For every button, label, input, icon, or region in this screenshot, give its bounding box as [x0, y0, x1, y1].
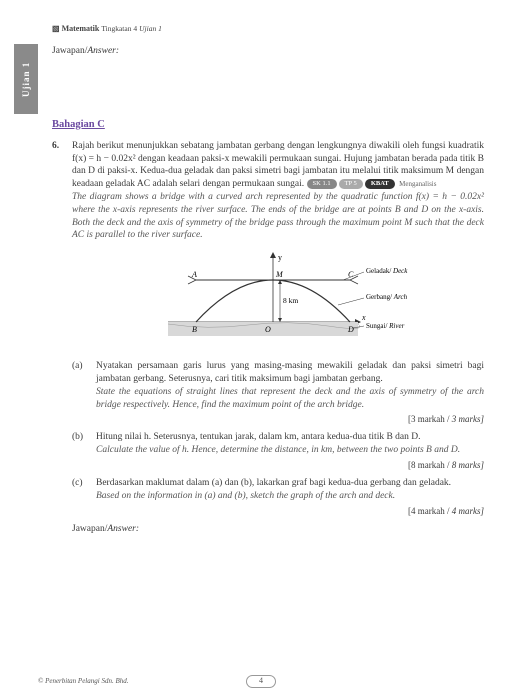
river-ms: Sungai/ [366, 322, 387, 330]
svg-text:Geladak/ Deck: Geladak/ Deck [366, 267, 408, 275]
question-6: 6. Rajah berikut menunjukkan sebatang ja… [52, 140, 484, 517]
part-c-ms: Berdasarkan maklumat dalam (a) dan (b), … [96, 478, 451, 488]
part-b: (b) Hitung nilai h. Seterusnya, tentukan… [72, 431, 484, 471]
height-label: 8 km [283, 296, 298, 305]
part-a-en: State the equations of straight lines th… [96, 386, 484, 412]
deck-en: Deck [392, 267, 408, 275]
tag-extra: Menganalisis [399, 180, 436, 188]
y-axis-label: y [278, 253, 282, 262]
page-number: 4 [246, 675, 276, 688]
point-o: O [265, 325, 271, 334]
part-a-label: (a) [72, 360, 90, 425]
answer-label-bottom: Jawapan/Answer: [72, 523, 484, 536]
river-en: River [388, 322, 404, 330]
q6-number: 6. [52, 140, 66, 517]
part-b-ms: Hitung nilai h. Seterusnya, tentukan jar… [96, 432, 421, 442]
point-a: A [191, 270, 197, 279]
point-b: B [192, 325, 197, 334]
header-unit: Ujian 1 [139, 24, 162, 33]
part-b-marks: [8 markah / 8 marks] [96, 459, 484, 471]
q6-body: Rajah berikut menunjukkan sebatang jamba… [72, 140, 484, 517]
tag-tp: TP 5 [339, 179, 363, 190]
svg-text:Sungai/ River: Sungai/ River [366, 322, 405, 330]
copyright: © Penerbitan Pelangi Sdn. Bhd. [38, 677, 128, 686]
part-a-ms: Nyatakan persamaan garis lurus yang masi… [96, 361, 484, 384]
page-footer: © Penerbitan Pelangi Sdn. Bhd. 4 [38, 677, 484, 686]
page-content: ▧ Matematik Tingkatan 4 Ujian 1 Jawapan/… [0, 0, 522, 700]
bridge-diagram: y x M A C B D O [72, 250, 484, 350]
deck-ms: Geladak/ [366, 267, 391, 275]
part-c: (c) Berdasarkan maklumat dalam (a) dan (… [72, 477, 484, 517]
point-m: M [275, 270, 284, 279]
arch-ms: Gerbang/ [366, 293, 392, 301]
part-b-label: (b) [72, 431, 90, 471]
q6-text-en: The diagram shows a bridge with a curved… [72, 191, 484, 242]
header-subject: Matematik [62, 24, 100, 33]
header-logo: ▧ [52, 24, 60, 33]
tag-kbat: KBAT [365, 179, 395, 190]
part-a-marks: [3 markah / 3 marks] [96, 413, 484, 425]
part-c-en: Based on the information in (a) and (b),… [96, 490, 484, 503]
answer-en: Answer: [87, 46, 119, 56]
part-c-label: (c) [72, 477, 90, 517]
svg-text:Gerbang/ Arch: Gerbang/ Arch [366, 293, 408, 301]
answer-ms: Jawapan/ [52, 46, 87, 56]
answer-label-top: Jawapan/Answer: [52, 45, 484, 58]
section-c-title: Bahagian C [52, 118, 484, 132]
part-c-marks: [4 markah / 4 marks] [96, 505, 484, 517]
arch-en: Arch [393, 293, 408, 301]
q6-tags: SK 1.1TP 5KBAT Menganalisis [307, 179, 437, 189]
part-b-en: Calculate the value of h. Hence, determi… [96, 444, 484, 457]
part-a: (a) Nyatakan persamaan garis lurus yang … [72, 360, 484, 425]
header-level: Tingkatan 4 [101, 24, 137, 33]
point-d: D [347, 325, 354, 334]
x-axis-label: x [361, 313, 366, 322]
tag-sk: SK 1.1 [307, 179, 337, 190]
page-header: ▧ Matematik Tingkatan 4 Ujian 1 [52, 24, 484, 35]
